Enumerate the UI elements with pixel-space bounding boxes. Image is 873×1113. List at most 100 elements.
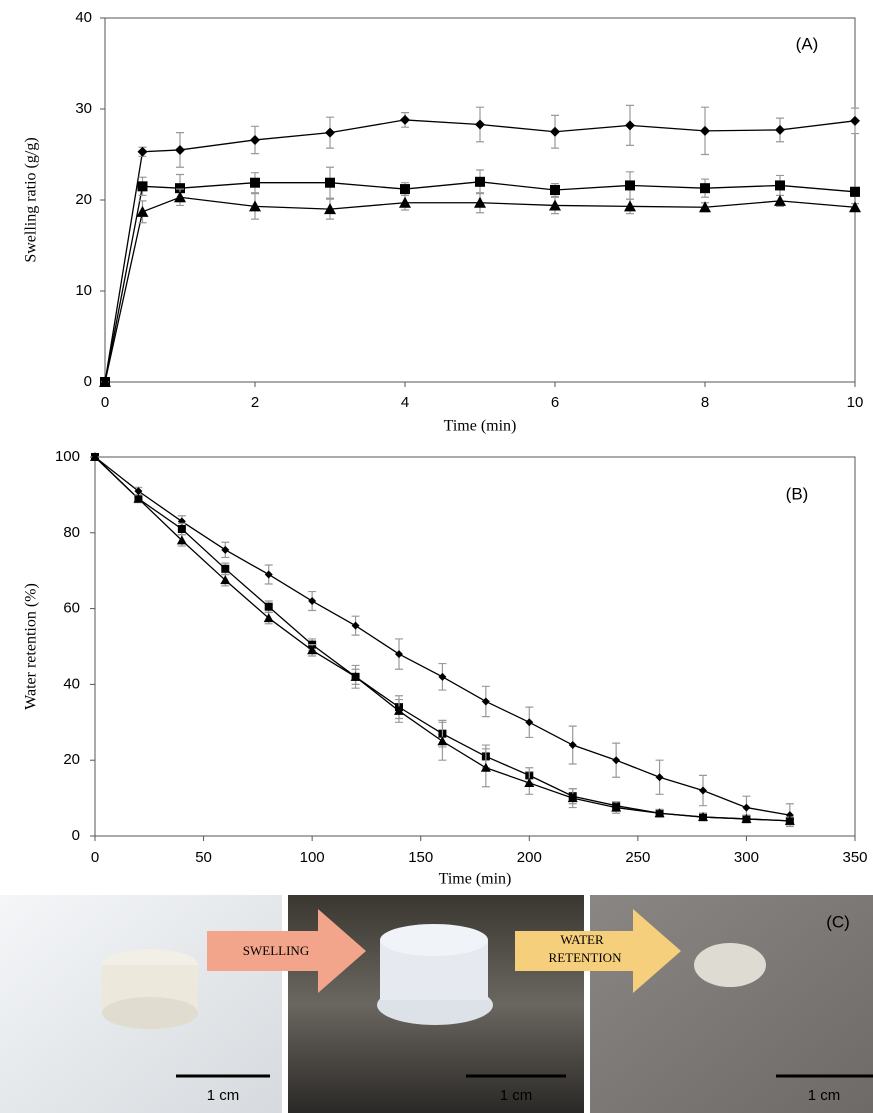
marker xyxy=(849,201,861,213)
marker xyxy=(400,184,410,195)
marker xyxy=(625,120,635,131)
x-axis-title: Time (min) xyxy=(444,418,517,435)
step-label: RETENTION xyxy=(549,950,623,965)
marker xyxy=(400,114,410,125)
x-tick-label: 150 xyxy=(408,849,433,866)
marker xyxy=(134,487,143,496)
x-tick-label: 10 xyxy=(847,394,864,411)
x-tick-label: 250 xyxy=(625,849,650,866)
series-line xyxy=(104,196,856,383)
marker xyxy=(399,196,411,208)
y-tick-label: 40 xyxy=(75,9,92,26)
marker xyxy=(700,125,710,136)
marker xyxy=(307,645,318,655)
marker xyxy=(567,793,578,803)
marker xyxy=(611,802,622,812)
scale-label: 1 cm xyxy=(207,1087,240,1104)
x-tick-label: 6 xyxy=(551,394,559,411)
x-tick-label: 0 xyxy=(91,849,99,866)
marker xyxy=(250,134,260,145)
marker xyxy=(90,452,100,461)
marker xyxy=(741,813,752,823)
marker xyxy=(698,812,708,822)
arrow xyxy=(207,909,366,993)
marker xyxy=(850,186,860,197)
marker xyxy=(655,773,664,782)
sample-dried xyxy=(694,943,766,987)
marker xyxy=(624,200,636,212)
marker xyxy=(700,183,710,194)
marker xyxy=(133,493,144,503)
x-tick-label: 350 xyxy=(842,849,867,866)
marker xyxy=(174,191,186,203)
series-line xyxy=(94,456,790,822)
marker xyxy=(325,177,335,188)
marker xyxy=(177,525,186,534)
scale-label: 1 cm xyxy=(500,1087,533,1104)
marker xyxy=(550,184,560,195)
marker xyxy=(437,736,448,746)
marker xyxy=(264,570,273,579)
x-tick-label: 8 xyxy=(701,394,709,411)
marker xyxy=(263,613,274,623)
photo-panel: SWELLING WATER RETENTION (C) 1 cm 1 cm 1… xyxy=(0,895,873,1113)
marker xyxy=(475,119,485,130)
x-tick-label: 4 xyxy=(401,394,409,411)
y-tick-label: 40 xyxy=(63,675,80,692)
x-axis-title: Time (min) xyxy=(439,871,512,888)
marker xyxy=(775,180,785,191)
marker xyxy=(474,196,486,208)
plot-frame xyxy=(94,456,856,837)
x-tick-label: 0 xyxy=(101,394,109,411)
series-line xyxy=(104,181,856,383)
y-tick-label: 0 xyxy=(72,827,80,844)
marker xyxy=(220,575,231,585)
step-label: SWELLING xyxy=(243,943,309,958)
marker xyxy=(325,127,335,138)
marker xyxy=(699,201,711,213)
series-line xyxy=(94,456,790,816)
arrow xyxy=(515,909,681,993)
x-tick-label: 2 xyxy=(251,394,259,411)
sample-dry xyxy=(102,997,198,1029)
series-line xyxy=(94,456,790,822)
x-tick-label: 300 xyxy=(734,849,759,866)
marker xyxy=(137,146,148,157)
marker xyxy=(395,650,403,659)
marker xyxy=(351,621,360,630)
chart-annotation: (A) xyxy=(796,34,819,53)
marker xyxy=(350,671,361,681)
sample-swollen xyxy=(380,924,488,956)
marker xyxy=(654,808,665,818)
marker xyxy=(612,756,621,765)
marker xyxy=(99,376,111,387)
marker xyxy=(850,115,860,126)
scale-label: 1 cm xyxy=(808,1087,841,1104)
marker xyxy=(264,602,273,611)
y-axis-title: Water retention (%) xyxy=(23,583,40,710)
x-tick-label: 50 xyxy=(195,849,212,866)
marker xyxy=(221,545,230,554)
series-line xyxy=(104,119,856,383)
x-tick-label: 200 xyxy=(517,849,542,866)
step-label: WATER xyxy=(560,932,604,947)
marker xyxy=(784,815,795,825)
marker xyxy=(249,200,261,212)
marker xyxy=(774,194,786,206)
marker xyxy=(136,205,149,217)
y-tick-label: 0 xyxy=(84,373,92,390)
marker xyxy=(480,762,491,772)
marker xyxy=(481,697,490,706)
marker xyxy=(176,535,187,545)
x-tick-label: 100 xyxy=(300,849,325,866)
marker xyxy=(742,803,751,812)
marker xyxy=(549,199,561,211)
y-tick-label: 20 xyxy=(75,191,92,208)
marker xyxy=(175,183,185,194)
marker xyxy=(699,786,707,795)
y-tick-label: 10 xyxy=(75,282,92,299)
panel-annotation: (C) xyxy=(826,912,850,931)
y-tick-label: 60 xyxy=(63,600,80,617)
y-tick-label: 80 xyxy=(63,524,80,541)
marker xyxy=(324,203,336,215)
